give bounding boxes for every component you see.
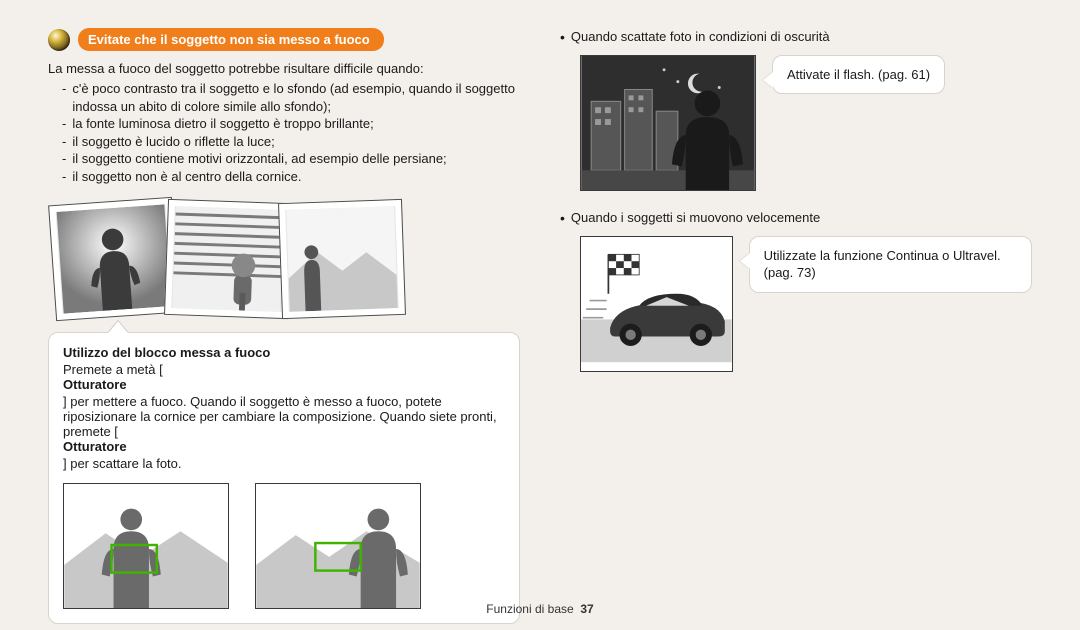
difficulty-list: c'è poco contrasto tra il soggetto e lo … — [48, 80, 520, 185]
list-item: il soggetto è lucido o riflette la luce; — [72, 133, 274, 151]
list-item: il soggetto non è al centro della cornic… — [72, 168, 301, 186]
info-box-body: Premete a metà [Otturatore] per mettere … — [63, 362, 505, 471]
page-footer: Funzioni di base 37 — [0, 602, 1080, 616]
example-photo-blinds — [164, 199, 292, 319]
dark-conditions-label: Quando scattate foto in condizioni di os… — [560, 28, 1032, 47]
example-photo-offcenter — [278, 199, 406, 319]
focus-step-1 — [63, 483, 229, 609]
racing-car-illustration — [580, 236, 733, 372]
flash-callout: Attivate il flash. (pag. 61) — [772, 55, 945, 95]
list-item: il soggetto contiene motivi orizzontali,… — [72, 150, 446, 168]
list-item: c'è poco contrasto tra il soggetto e lo … — [72, 80, 520, 115]
info-box-title: Utilizzo del blocco messa a fuoco — [63, 345, 505, 360]
example-photo-low-contrast — [48, 197, 180, 321]
focus-lock-info-box: Utilizzo del blocco messa a fuoco Premet… — [48, 332, 520, 624]
lens-icon — [48, 29, 70, 51]
example-photo-strip — [52, 201, 520, 317]
continuous-shooting-callout: Utilizzate la funzione Continua o Ultrav… — [749, 236, 1032, 293]
list-item: la fonte luminosa dietro il soggetto è t… — [72, 115, 373, 133]
fast-motion-label: Quando i soggetti si muovono velocemente — [560, 209, 1032, 228]
intro-text: La messa a fuoco del soggetto potrebbe r… — [48, 61, 520, 76]
callout-pointer — [108, 321, 128, 333]
focus-step-2 — [255, 483, 421, 609]
night-scene-illustration — [580, 55, 756, 191]
section-heading: Evitate che il soggetto non sia messo a … — [78, 28, 384, 51]
